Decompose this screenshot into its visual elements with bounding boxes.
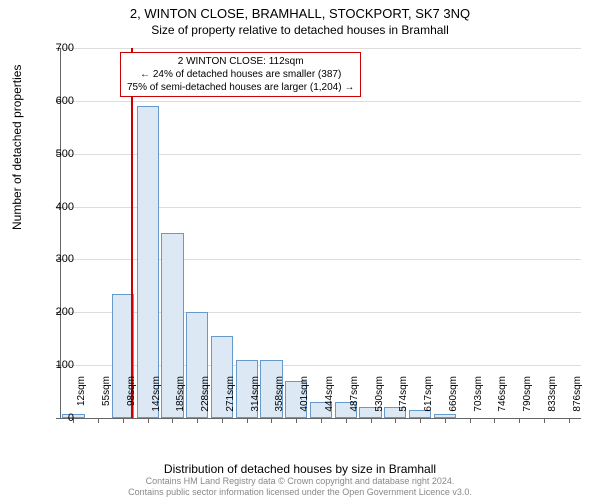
y-tick-label: 200 xyxy=(34,306,74,318)
x-tick-label: 703sqm xyxy=(473,376,484,426)
x-tick-mark xyxy=(271,418,272,423)
x-tick-mark xyxy=(544,418,545,423)
footer-attribution: Contains HM Land Registry data © Crown c… xyxy=(0,476,600,498)
x-tick-mark xyxy=(296,418,297,423)
x-tick-mark xyxy=(371,418,372,423)
x-tick-label: 574sqm xyxy=(398,376,409,426)
x-tick-mark xyxy=(494,418,495,423)
x-tick-mark xyxy=(445,418,446,423)
y-tick-label: 100 xyxy=(34,359,74,371)
x-tick-label: 790sqm xyxy=(522,376,533,426)
x-tick-mark xyxy=(123,418,124,423)
y-tick-label: 500 xyxy=(34,148,74,160)
x-tick-label: 98sqm xyxy=(126,376,137,426)
x-tick-mark xyxy=(519,418,520,423)
y-tick-label: 700 xyxy=(34,42,74,54)
x-tick-mark xyxy=(247,418,248,423)
x-tick-mark xyxy=(172,418,173,423)
x-tick-label: 487sqm xyxy=(349,376,360,426)
x-tick-mark xyxy=(98,418,99,423)
footer-line-2: Contains public sector information licen… xyxy=(0,487,600,498)
y-tick-label: 0 xyxy=(34,412,74,424)
x-tick-mark xyxy=(470,418,471,423)
x-tick-label: 12sqm xyxy=(76,376,87,426)
x-tick-label: 314sqm xyxy=(250,376,261,426)
x-tick-mark xyxy=(197,418,198,423)
gridline xyxy=(61,101,581,102)
y-tick-label: 400 xyxy=(34,201,74,213)
x-tick-label: 185sqm xyxy=(175,376,186,426)
x-tick-mark xyxy=(420,418,421,423)
x-tick-label: 660sqm xyxy=(448,376,459,426)
y-tick-label: 300 xyxy=(34,253,74,265)
annotation-line: 75% of semi-detached houses are larger (… xyxy=(127,81,354,94)
x-tick-mark xyxy=(222,418,223,423)
x-tick-label: 142sqm xyxy=(151,376,162,426)
annotation-box: 2 WINTON CLOSE: 112sqm← 24% of detached … xyxy=(120,52,361,97)
gridline xyxy=(61,48,581,49)
annotation-line: ← 24% of detached houses are smaller (38… xyxy=(127,68,354,81)
x-tick-label: 530sqm xyxy=(374,376,385,426)
y-tick-label: 600 xyxy=(34,95,74,107)
y-axis-label: Number of detached properties xyxy=(10,65,24,230)
x-tick-label: 444sqm xyxy=(324,376,335,426)
x-tick-label: 401sqm xyxy=(299,376,310,426)
x-axis-label: Distribution of detached houses by size … xyxy=(0,462,600,476)
x-tick-label: 833sqm xyxy=(547,376,558,426)
page-title: 2, WINTON CLOSE, BRAMHALL, STOCKPORT, SK… xyxy=(0,0,600,21)
x-tick-label: 228sqm xyxy=(200,376,211,426)
x-tick-label: 358sqm xyxy=(274,376,285,426)
x-tick-mark xyxy=(395,418,396,423)
x-tick-mark xyxy=(321,418,322,423)
x-tick-mark xyxy=(346,418,347,423)
marker-line xyxy=(131,48,133,418)
annotation-line: 2 WINTON CLOSE: 112sqm xyxy=(127,55,354,68)
footer-line-1: Contains HM Land Registry data © Crown c… xyxy=(0,476,600,487)
histogram-chart xyxy=(60,48,580,418)
x-tick-label: 876sqm xyxy=(572,376,583,426)
histogram-bar xyxy=(137,106,159,418)
x-tick-mark xyxy=(569,418,570,423)
x-tick-label: 617sqm xyxy=(423,376,434,426)
page-subtitle: Size of property relative to detached ho… xyxy=(0,21,600,37)
x-tick-mark xyxy=(148,418,149,423)
x-tick-label: 746sqm xyxy=(497,376,508,426)
x-tick-label: 55sqm xyxy=(101,376,112,426)
x-tick-label: 271sqm xyxy=(225,376,236,426)
